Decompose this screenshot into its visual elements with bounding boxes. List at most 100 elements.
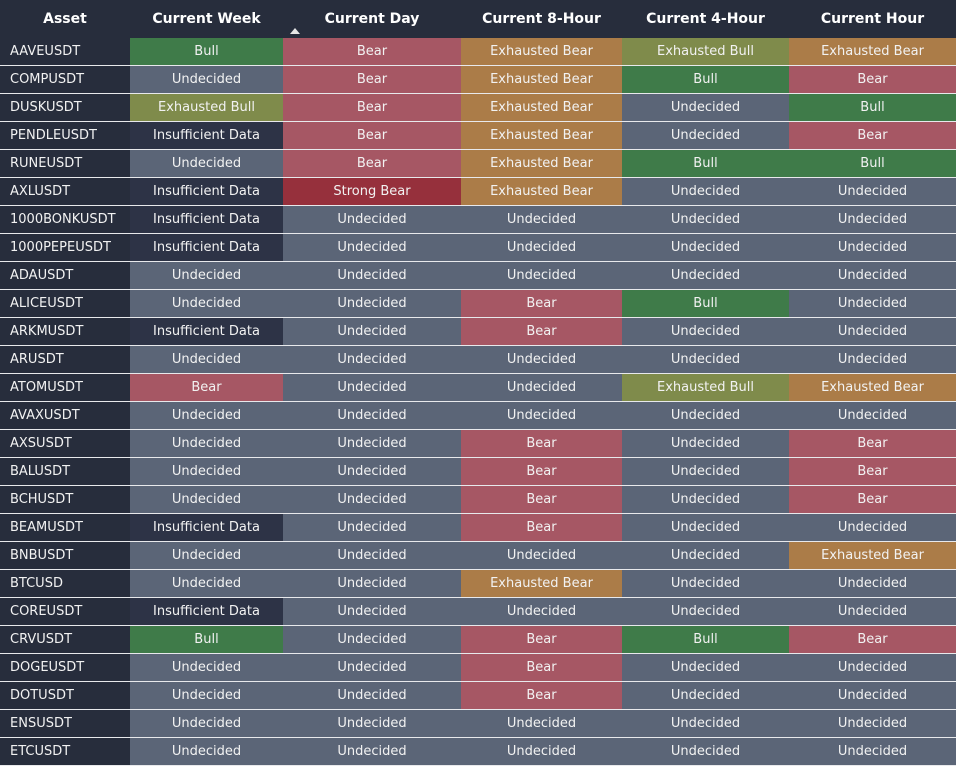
table-row[interactable]: ALICEUSDT Undecided Undecided Bear Bull Undec… (0, 290, 956, 318)
current-day-cell: Undecided (283, 402, 461, 430)
current-week-cell: Undecided (130, 66, 283, 94)
current-8-hour-cell: Undecided (461, 234, 622, 262)
current-day-cell: Undecided (283, 234, 461, 262)
current-day-cell: Undecided (283, 318, 461, 346)
table-row[interactable]: ATOMUSDT Bear Undecided Undecided Exhausted … (0, 374, 956, 402)
current-hour-cell: Bear (789, 458, 956, 486)
table-row[interactable]: ARKMUSDT Insufficient Data Undecided Bear Un… (0, 318, 956, 346)
header-current-8-hour[interactable]: Current 8-Hour (482, 11, 601, 27)
current-hour-cell: Undecided (789, 262, 956, 290)
table-row[interactable]: AXSUSDT Undecided Undecided Bear Undecided Be… (0, 430, 956, 458)
current-week-cell: Insufficient Data (130, 598, 283, 626)
table-row[interactable]: DUSKUSDT Exhausted Bull Bear Exhausted Bear… (0, 94, 956, 122)
sort-ascending-icon (290, 28, 300, 34)
table-row[interactable]: AVAXUSDT Undecided Undecided Undecided Undec… (0, 402, 956, 430)
header-current-4-hour[interactable]: Current 4-Hour (646, 11, 765, 27)
current-day-cell: Bear (283, 150, 461, 178)
current-day-cell: Undecided (283, 626, 461, 654)
current-hour-cell: Undecided (789, 318, 956, 346)
current-8-hour-cell: Exhausted Bear (461, 122, 622, 150)
current-hour-cell: Undecided (789, 682, 956, 710)
table-row[interactable]: ETCUSDT Undecided Undecided Undecided Undeci… (0, 738, 956, 766)
current-4-hour-cell: Bull (622, 150, 789, 178)
header-current-week[interactable]: Current Week (152, 11, 261, 27)
current-hour-cell: Exhausted Bear (789, 542, 956, 570)
table-row[interactable]: COMPUSDT Undecided Bear Exhausted Bear Bull B… (0, 66, 956, 94)
current-day-cell: Undecided (283, 514, 461, 542)
table-row[interactable]: CRVUSDT Bull Undecided Bear Bull Bear (0, 626, 956, 654)
table-row[interactable]: COREUSDT Insufficient Data Undecided Undeci… (0, 598, 956, 626)
current-8-hour-cell: Undecided (461, 206, 622, 234)
asset-cell: COREUSDT (0, 598, 130, 626)
header-current-day[interactable]: Current Day (283, 0, 461, 38)
current-day-cell: Bear (283, 94, 461, 122)
current-week-cell: Insufficient Data (130, 514, 283, 542)
current-week-cell: Undecided (130, 486, 283, 514)
table-row[interactable]: BALUSDT Undecided Undecided Bear Undecided Be… (0, 458, 956, 486)
current-week-cell: Undecided (130, 542, 283, 570)
table-row[interactable]: 1000PEPEUSDT Insufficient Data Undecided Un… (0, 234, 956, 262)
current-4-hour-cell: Exhausted Bull (622, 38, 789, 66)
current-hour-cell: Bull (789, 150, 956, 178)
current-day-cell: Undecided (283, 346, 461, 374)
current-8-hour-cell: Bear (461, 458, 622, 486)
table-row[interactable]: ADAUSDT Undecided Undecided Undecided Undeci… (0, 262, 956, 290)
table-row[interactable]: BCHUSDT Undecided Undecided Bear Undecided Be… (0, 486, 956, 514)
current-8-hour-cell: Undecided (461, 710, 622, 738)
current-day-cell: Undecided (283, 290, 461, 318)
table-row[interactable]: DOGEUSDT Undecided Undecided Bear Undecided U… (0, 654, 956, 682)
asset-cell: DUSKUSDT (0, 94, 130, 122)
table-row[interactable]: 1000BONKUSDT Insufficient Data Undecided Un… (0, 206, 956, 234)
current-8-hour-cell: Undecided (461, 738, 622, 766)
current-8-hour-cell: Undecided (461, 542, 622, 570)
current-4-hour-cell: Undecided (622, 402, 789, 430)
table-row[interactable]: ENSUSDT Undecided Undecided Undecided Undeci… (0, 710, 956, 738)
current-hour-cell: Undecided (789, 234, 956, 262)
current-hour-cell: Undecided (789, 178, 956, 206)
table-row[interactable]: AAVEUSDT Bull Bear Exhausted Bear Exhausted … (0, 38, 956, 66)
current-4-hour-cell: Undecided (622, 234, 789, 262)
table-row[interactable]: DOTUSDT Undecided Undecided Bear Undecided Un… (0, 682, 956, 710)
asset-cell: BTCUSD (0, 570, 130, 598)
current-hour-cell: Undecided (789, 570, 956, 598)
current-day-cell: Undecided (283, 206, 461, 234)
current-week-cell: Insufficient Data (130, 206, 283, 234)
current-day-cell: Strong Bear (283, 178, 461, 206)
current-4-hour-cell: Undecided (622, 598, 789, 626)
header-asset[interactable]: Asset (43, 11, 87, 27)
current-week-cell: Bear (130, 374, 283, 402)
asset-cell: BEAMUSDT (0, 514, 130, 542)
current-week-cell: Undecided (130, 430, 283, 458)
current-8-hour-cell: Bear (461, 430, 622, 458)
asset-cell: ARUSDT (0, 346, 130, 374)
table-row[interactable]: PENDLEUSDT Insufficient Data Bear Exhausted… (0, 122, 956, 150)
current-8-hour-cell: Bear (461, 290, 622, 318)
table-row[interactable]: RUNEUSDT Undecided Bear Exhausted Bear Bull B… (0, 150, 956, 178)
current-4-hour-cell: Undecided (622, 122, 789, 150)
table-row[interactable]: BTCUSD Undecided Undecided Exhausted Bear Un… (0, 570, 956, 598)
current-4-hour-cell: Undecided (622, 514, 789, 542)
current-4-hour-cell: Undecided (622, 710, 789, 738)
header-current-hour[interactable]: Current Hour (820, 11, 925, 27)
table-row[interactable]: BEAMUSDT Insufficient Data Undecided Bear Un… (0, 514, 956, 542)
asset-cell: ATOMUSDT (0, 374, 130, 402)
current-hour-cell: Bull (789, 94, 956, 122)
current-day-cell: Undecided (283, 430, 461, 458)
table-row[interactable]: AXLUSDT Insufficient Data Strong Bear Exhau… (0, 178, 956, 206)
asset-cell: DOTUSDT (0, 682, 130, 710)
current-week-cell: Undecided (130, 150, 283, 178)
table-row[interactable]: ARUSDT Undecided Undecided Undecided Undecid… (0, 346, 956, 374)
current-day-cell: Undecided (283, 710, 461, 738)
asset-cell: AXLUSDT (0, 178, 130, 206)
asset-cell: DOGEUSDT (0, 654, 130, 682)
current-4-hour-cell: Undecided (622, 542, 789, 570)
current-week-cell: Insufficient Data (130, 122, 283, 150)
current-4-hour-cell: Undecided (622, 178, 789, 206)
current-day-cell: Bear (283, 66, 461, 94)
current-8-hour-cell: Undecided (461, 374, 622, 402)
asset-cell: BNBUSDT (0, 542, 130, 570)
current-4-hour-cell: Undecided (622, 94, 789, 122)
table-row[interactable]: BNBUSDT Undecided Undecided Undecided Undeci… (0, 542, 956, 570)
asset-cell: CRVUSDT (0, 626, 130, 654)
